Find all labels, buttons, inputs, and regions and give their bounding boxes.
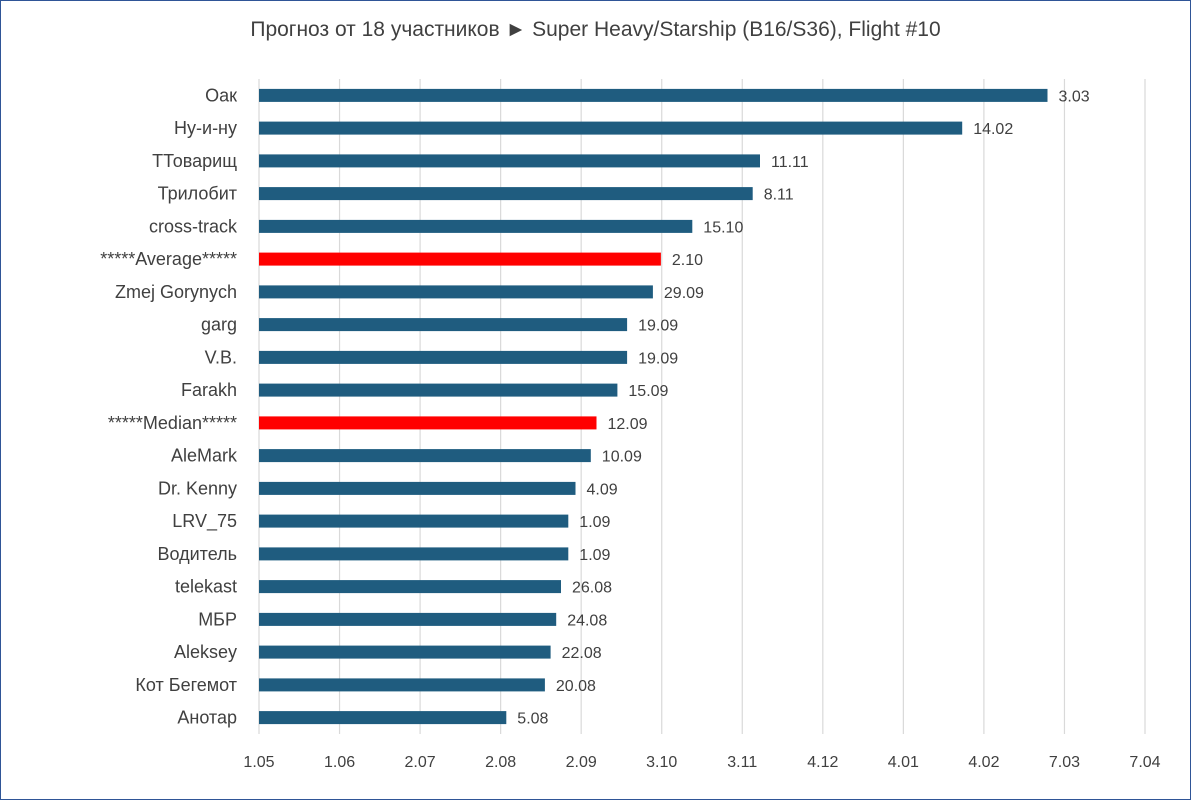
category-label: Анотар bbox=[177, 708, 237, 728]
bar bbox=[259, 88, 1048, 102]
x-tick-label: 2.09 bbox=[566, 754, 597, 771]
data-label: 1.09 bbox=[579, 547, 610, 564]
data-label: 20.08 bbox=[556, 678, 596, 695]
category-label: Трилобит bbox=[158, 184, 237, 204]
x-tick-label: 7.03 bbox=[1049, 754, 1080, 771]
x-tick-label: 7.04 bbox=[1129, 754, 1160, 771]
x-tick-label: 3.10 bbox=[646, 754, 677, 771]
bar bbox=[259, 645, 551, 659]
data-label: 11.11 bbox=[771, 154, 809, 171]
data-label: 24.08 bbox=[567, 612, 607, 629]
category-label: *****Median***** bbox=[108, 413, 237, 433]
category-label: Водитель bbox=[157, 544, 237, 564]
data-label: 12.09 bbox=[608, 416, 648, 433]
highlight-bar bbox=[259, 252, 661, 266]
data-label: 15.10 bbox=[703, 219, 743, 236]
chart-title: Прогноз от 18 участников ► Super Heavy/S… bbox=[250, 18, 941, 41]
category-label: Farakh bbox=[181, 380, 237, 400]
data-label: 8.11 bbox=[764, 187, 794, 204]
bar bbox=[259, 580, 561, 594]
category-label: Кот Бегемот bbox=[135, 675, 237, 695]
data-label: 2.10 bbox=[672, 252, 703, 269]
category-label: cross-track bbox=[149, 216, 238, 236]
category-label: AleMark bbox=[171, 446, 238, 466]
category-label: garg bbox=[201, 315, 237, 335]
category-label: telekast bbox=[175, 577, 237, 597]
bar bbox=[259, 514, 569, 528]
category-label: МБР bbox=[198, 609, 237, 629]
bar bbox=[259, 219, 693, 233]
data-label: 1.09 bbox=[579, 514, 610, 531]
data-label: 3.03 bbox=[1059, 88, 1090, 105]
bar bbox=[259, 678, 545, 692]
category-label: *****Average***** bbox=[100, 249, 237, 269]
bar bbox=[259, 449, 591, 463]
highlight-bar bbox=[259, 416, 597, 430]
data-label: 26.08 bbox=[572, 580, 612, 597]
x-tick-label: 1.06 bbox=[324, 754, 355, 771]
x-tick-label: 3.11 bbox=[727, 754, 757, 771]
category-label: Dr. Kenny bbox=[158, 478, 237, 498]
bar bbox=[259, 154, 760, 168]
data-label: 4.09 bbox=[587, 481, 618, 498]
data-label: 10.09 bbox=[602, 449, 642, 466]
data-label: 29.09 bbox=[664, 285, 704, 302]
bar bbox=[259, 318, 628, 332]
bar bbox=[259, 612, 557, 626]
category-label: Оак bbox=[205, 85, 237, 105]
x-tick-label: 2.08 bbox=[485, 754, 516, 771]
data-label: 22.08 bbox=[562, 645, 602, 662]
x-tick-label: 4.12 bbox=[807, 754, 838, 771]
data-label: 14.02 bbox=[973, 121, 1013, 138]
x-tick-label: 4.01 bbox=[888, 754, 919, 771]
x-tick-label: 1.05 bbox=[243, 754, 274, 771]
data-label: 15.09 bbox=[628, 383, 668, 400]
bar bbox=[259, 481, 576, 495]
bar bbox=[259, 350, 628, 364]
data-label: 19.09 bbox=[638, 350, 678, 367]
bar bbox=[259, 547, 569, 561]
category-label: LRV_75 bbox=[172, 511, 237, 532]
category-label: V.B. bbox=[205, 347, 237, 367]
data-label: 19.09 bbox=[638, 318, 678, 335]
category-label: Aleksey bbox=[174, 642, 237, 662]
data-label: 5.08 bbox=[517, 711, 548, 728]
x-tick-label: 2.07 bbox=[405, 754, 436, 771]
category-label: ТТоварищ bbox=[152, 151, 237, 171]
category-label: Ну-и-ну bbox=[174, 118, 237, 138]
bar bbox=[259, 121, 963, 135]
bar bbox=[259, 711, 507, 725]
x-tick-label: 4.02 bbox=[968, 754, 999, 771]
bar bbox=[259, 187, 753, 201]
category-label: Zmej Gorynych bbox=[115, 282, 237, 302]
bar bbox=[259, 383, 618, 397]
bar bbox=[259, 285, 653, 299]
